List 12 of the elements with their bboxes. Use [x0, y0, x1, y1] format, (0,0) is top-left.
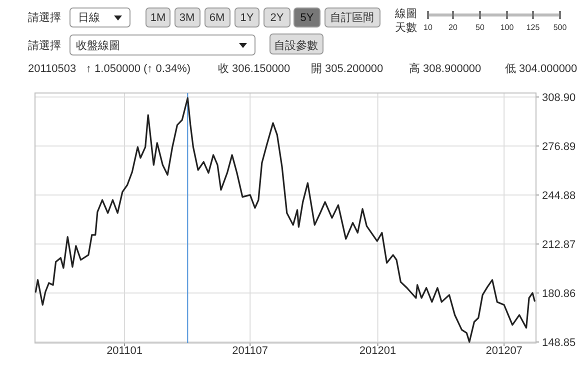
y-tick-label: 308.90 — [542, 92, 576, 104]
x-tick-label: 201101 — [106, 345, 142, 357]
x-tick-label: 201107 — [232, 345, 268, 357]
y-tick-label: 212.87 — [542, 238, 576, 251]
y-tick-label: 148.85 — [542, 337, 576, 350]
controls: 請選擇 日線 1M 3M 6M 1Y 2Y 5Y 自訂區間 線圖天數 10 20 50 100 125 500 請選擇 收盤線圖 自設參數 20110503 ↑ 1.050000 (↑ 0.34%) 收 306.150000 開 305.200000 高 308.900000 低 304.000000 — [28, 8, 578, 75]
x-tick-label: 201207 — [486, 345, 522, 357]
y-tick-label: 180.86 — [542, 288, 576, 300]
plot: 148.85 180.86 212.87 244.88 276.89 308.90 201101 201107 201201 201207 — [34, 92, 576, 357]
y-tick-label: 276.89 — [542, 140, 576, 153]
y-tick-label: 244.88 — [542, 190, 576, 202]
x-tick-label: 201201 — [359, 345, 396, 357]
